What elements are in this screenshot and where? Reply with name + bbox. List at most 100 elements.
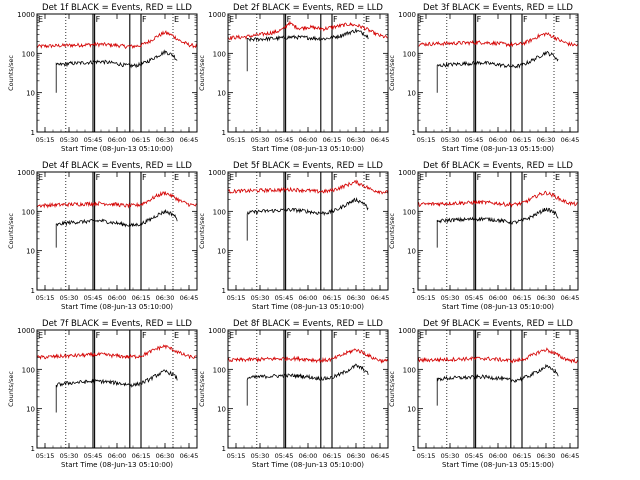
x-tick-label: 06:30	[347, 294, 366, 302]
detector-panel-5: Det 5f BLACK = Events, RED = LLD Counts/s…	[198, 161, 389, 311]
x-tick-label: 05:15	[227, 294, 246, 302]
events-series-line	[436, 50, 559, 93]
x-tick-label: 06:45	[371, 136, 390, 144]
event-mark: F	[96, 173, 101, 182]
x-tick-label: 05:45	[275, 294, 294, 302]
plot-frame	[227, 13, 389, 133]
x-axis-label: Start Time (08-Jun-13 05:10:00)	[442, 303, 554, 311]
y-tick-label: 10	[407, 248, 416, 256]
x-tick-label: 06:00	[108, 452, 127, 460]
x-tick-label: 06:30	[347, 452, 366, 460]
x-tick-label: 06:45	[180, 294, 199, 302]
y-tick-label: 1000	[398, 327, 416, 335]
lld-series-line	[417, 347, 579, 364]
event-mark: E	[555, 173, 560, 182]
x-tick-label: 06:30	[156, 294, 175, 302]
x-tick-label: 05:45	[465, 452, 484, 460]
x-tick-label: 06:15	[132, 452, 151, 460]
x-tick-label: 06:45	[371, 452, 390, 460]
event-mark: F	[142, 15, 147, 24]
event-mark: F	[96, 15, 101, 24]
detector-panel-4: Det 4f BLACK = Events, RED = LLD Counts/s…	[7, 161, 198, 311]
x-tick-label: 06:00	[299, 294, 318, 302]
y-tick-label: 10	[407, 406, 416, 414]
y-tick-label: 1000	[398, 11, 416, 19]
events-series-line	[55, 49, 178, 93]
event-mark: F	[477, 15, 482, 24]
x-tick-label: 05:30	[60, 294, 79, 302]
y-tick-label: 100	[213, 50, 226, 58]
event-mark: E	[365, 331, 370, 340]
y-tick-label: 1000	[17, 11, 35, 19]
x-tick-label: 05:30	[251, 452, 270, 460]
x-axis-label: Start Time (08-Jun-13 05:10:00)	[61, 303, 173, 311]
x-tick-label: 05:15	[227, 136, 246, 144]
panel-title: Det 7f BLACK = Events, RED = LLD	[42, 319, 192, 329]
y-tick-label: 1	[31, 445, 35, 453]
event-mark: F	[523, 331, 528, 340]
x-tick-label: 06:30	[537, 136, 556, 144]
detector-panel-8: Det 8f BLACK = Events, RED = LLD Counts/s…	[198, 319, 389, 469]
x-tick-label: 05:45	[84, 136, 103, 144]
panel-title: Det 3f BLACK = Events, RED = LLD	[423, 3, 573, 13]
panel-title: Det 8f BLACK = Events, RED = LLD	[233, 319, 383, 329]
detector-panel-6: Det 6f BLACK = Events, RED = LLD Counts/s…	[388, 161, 579, 311]
x-axis-label: Start Time (08-Jun-13 05:10:00)	[252, 145, 364, 153]
events-series-line	[246, 363, 369, 406]
y-tick-label: 1	[412, 287, 416, 295]
x-tick-label: 06:15	[513, 136, 532, 144]
y-tick-label: 10	[26, 90, 35, 98]
x-tick-label: 06:00	[299, 452, 318, 460]
plot-frame	[36, 329, 198, 449]
y-tick-label: 1	[222, 445, 226, 453]
y-tick-label: 10	[407, 90, 416, 98]
x-axis-label: Start Time (08-Jun-13 05:15:00)	[442, 461, 554, 469]
y-tick-label: 1000	[208, 169, 226, 177]
x-axis-label: Start Time (08-Jun-13 05:10:00)	[252, 303, 364, 311]
lld-series-line	[36, 191, 198, 209]
panel-title: Det 6f BLACK = Events, RED = LLD	[423, 161, 573, 171]
lld-series-line	[227, 348, 389, 364]
x-tick-label: 06:45	[180, 136, 199, 144]
plot-frame	[227, 329, 389, 449]
event-mark-left: E	[419, 173, 424, 182]
event-mark: F	[287, 173, 292, 182]
event-mark: F	[287, 331, 292, 340]
panel-title: Det 5f BLACK = Events, RED = LLD	[233, 161, 383, 171]
x-axis-label: Start Time (08-Jun-13 05:10:00)	[61, 145, 173, 153]
event-mark-left: E	[229, 331, 234, 340]
detector-panel-9: Det 9f BLACK = Events, RED = LLD Counts/s…	[388, 319, 579, 469]
plot-frame	[417, 13, 579, 133]
panel-title: Det 1f BLACK = Events, RED = LLD	[42, 3, 192, 13]
event-mark-left: E	[38, 331, 43, 340]
event-mark: F	[142, 331, 147, 340]
y-tick-label: 10	[26, 406, 35, 414]
plot-frame	[36, 171, 198, 291]
y-tick-label: 10	[217, 248, 226, 256]
y-tick-label: 1	[412, 129, 416, 137]
events-series-line	[436, 363, 559, 406]
event-mark-left: E	[38, 173, 43, 182]
y-tick-label: 100	[403, 366, 416, 374]
event-mark: E	[365, 173, 370, 182]
x-tick-label: 05:30	[441, 294, 460, 302]
x-axis-label: Start Time (08-Jun-13 05:10:00)	[61, 461, 173, 469]
x-tick-label: 05:15	[36, 452, 55, 460]
plot-frame	[227, 171, 389, 291]
event-mark: F	[477, 331, 482, 340]
y-axis-label: Counts/sec	[7, 55, 15, 91]
event-mark: F	[523, 173, 528, 182]
x-tick-label: 06:00	[108, 294, 127, 302]
event-mark-left: E	[419, 331, 424, 340]
x-tick-label: 06:45	[180, 452, 199, 460]
y-tick-label: 100	[213, 366, 226, 374]
plot-frame	[36, 13, 198, 133]
y-tick-label: 10	[217, 406, 226, 414]
x-tick-label: 05:45	[275, 136, 294, 144]
event-mark-left: E	[229, 15, 234, 24]
panel-title: Det 9f BLACK = Events, RED = LLD	[423, 319, 573, 329]
events-series-line	[55, 369, 178, 413]
x-tick-label: 05:30	[441, 452, 460, 460]
x-tick-label: 06:15	[323, 136, 342, 144]
